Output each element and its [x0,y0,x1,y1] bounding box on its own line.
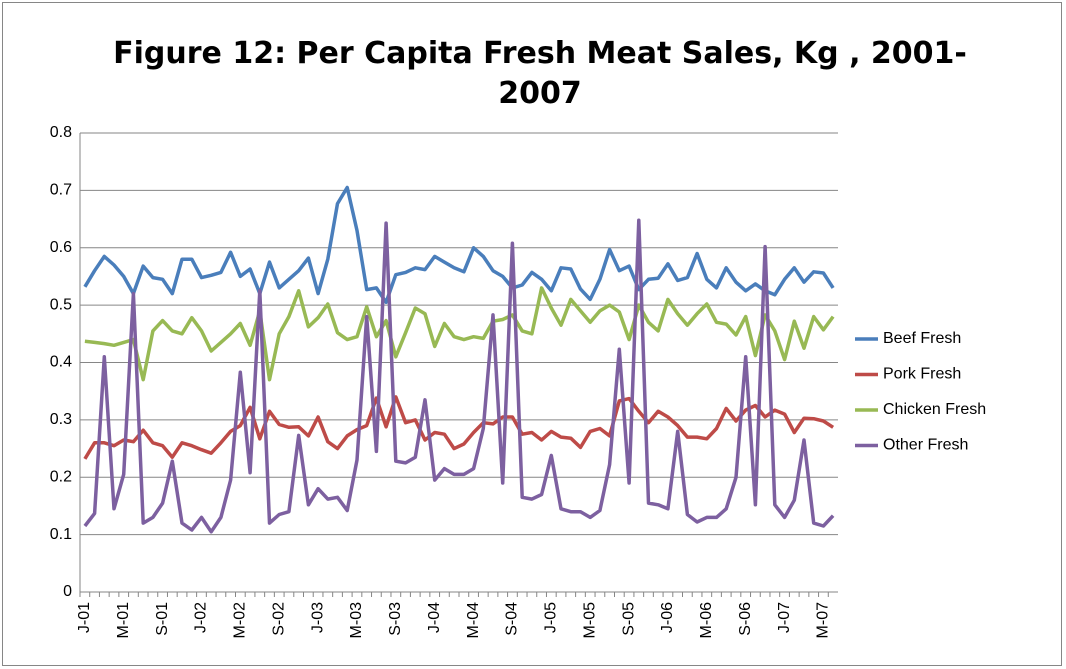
series-line [83,218,835,534]
x-tick-label: M-02 [232,602,249,639]
y-tick-label: 0 [63,583,72,600]
x-tick-label: J-01 [76,602,93,633]
y-tick-label: 0.5 [50,296,72,313]
x-tick-label: J-07 [776,602,793,633]
x-tick-label: M-07 [815,602,832,639]
y-tick-label: 0.1 [50,526,72,543]
chart-title: Figure 12: Per Capita Fresh Meat Sales, … [113,36,967,111]
x-tick-label: M-03 [348,602,365,639]
x-tick-label: J-03 [309,602,326,633]
series-line [83,185,835,305]
x-tick-label: M-05 [581,602,598,639]
x-tick-label: M-06 [698,602,715,639]
series-line [84,286,835,382]
x-tick-label: S-01 [154,602,171,636]
x-tick-label: J-02 [193,602,210,633]
x-tick-label: S-05 [620,602,637,636]
legend-label: Chicken Fresh [883,401,986,418]
x-tick-label: S-04 [504,602,521,636]
y-tick-label: 0.8 [50,124,72,141]
x-tick-label: J-04 [426,602,443,633]
x-tick-label: S-03 [387,602,404,636]
x-tick-label: M-04 [465,602,482,639]
x-tick-label: S-02 [270,602,287,636]
legend-label: Other Fresh [883,437,968,454]
x-tick-label: J-06 [659,602,676,633]
y-tick-label: 0.3 [50,411,72,428]
x-tick-label: M-01 [115,602,132,639]
y-tick-label: 0.7 [50,182,72,199]
x-tick-label: S-06 [737,602,754,636]
y-tick-label: 0.2 [50,468,72,485]
y-tick-label: 0.6 [50,239,72,256]
legend-label: Pork Fresh [883,366,961,383]
legend-label: Beef Fresh [883,330,961,347]
y-tick-label: 0.4 [50,354,72,371]
x-tick-label: J-05 [543,602,560,633]
series-line [83,395,835,460]
